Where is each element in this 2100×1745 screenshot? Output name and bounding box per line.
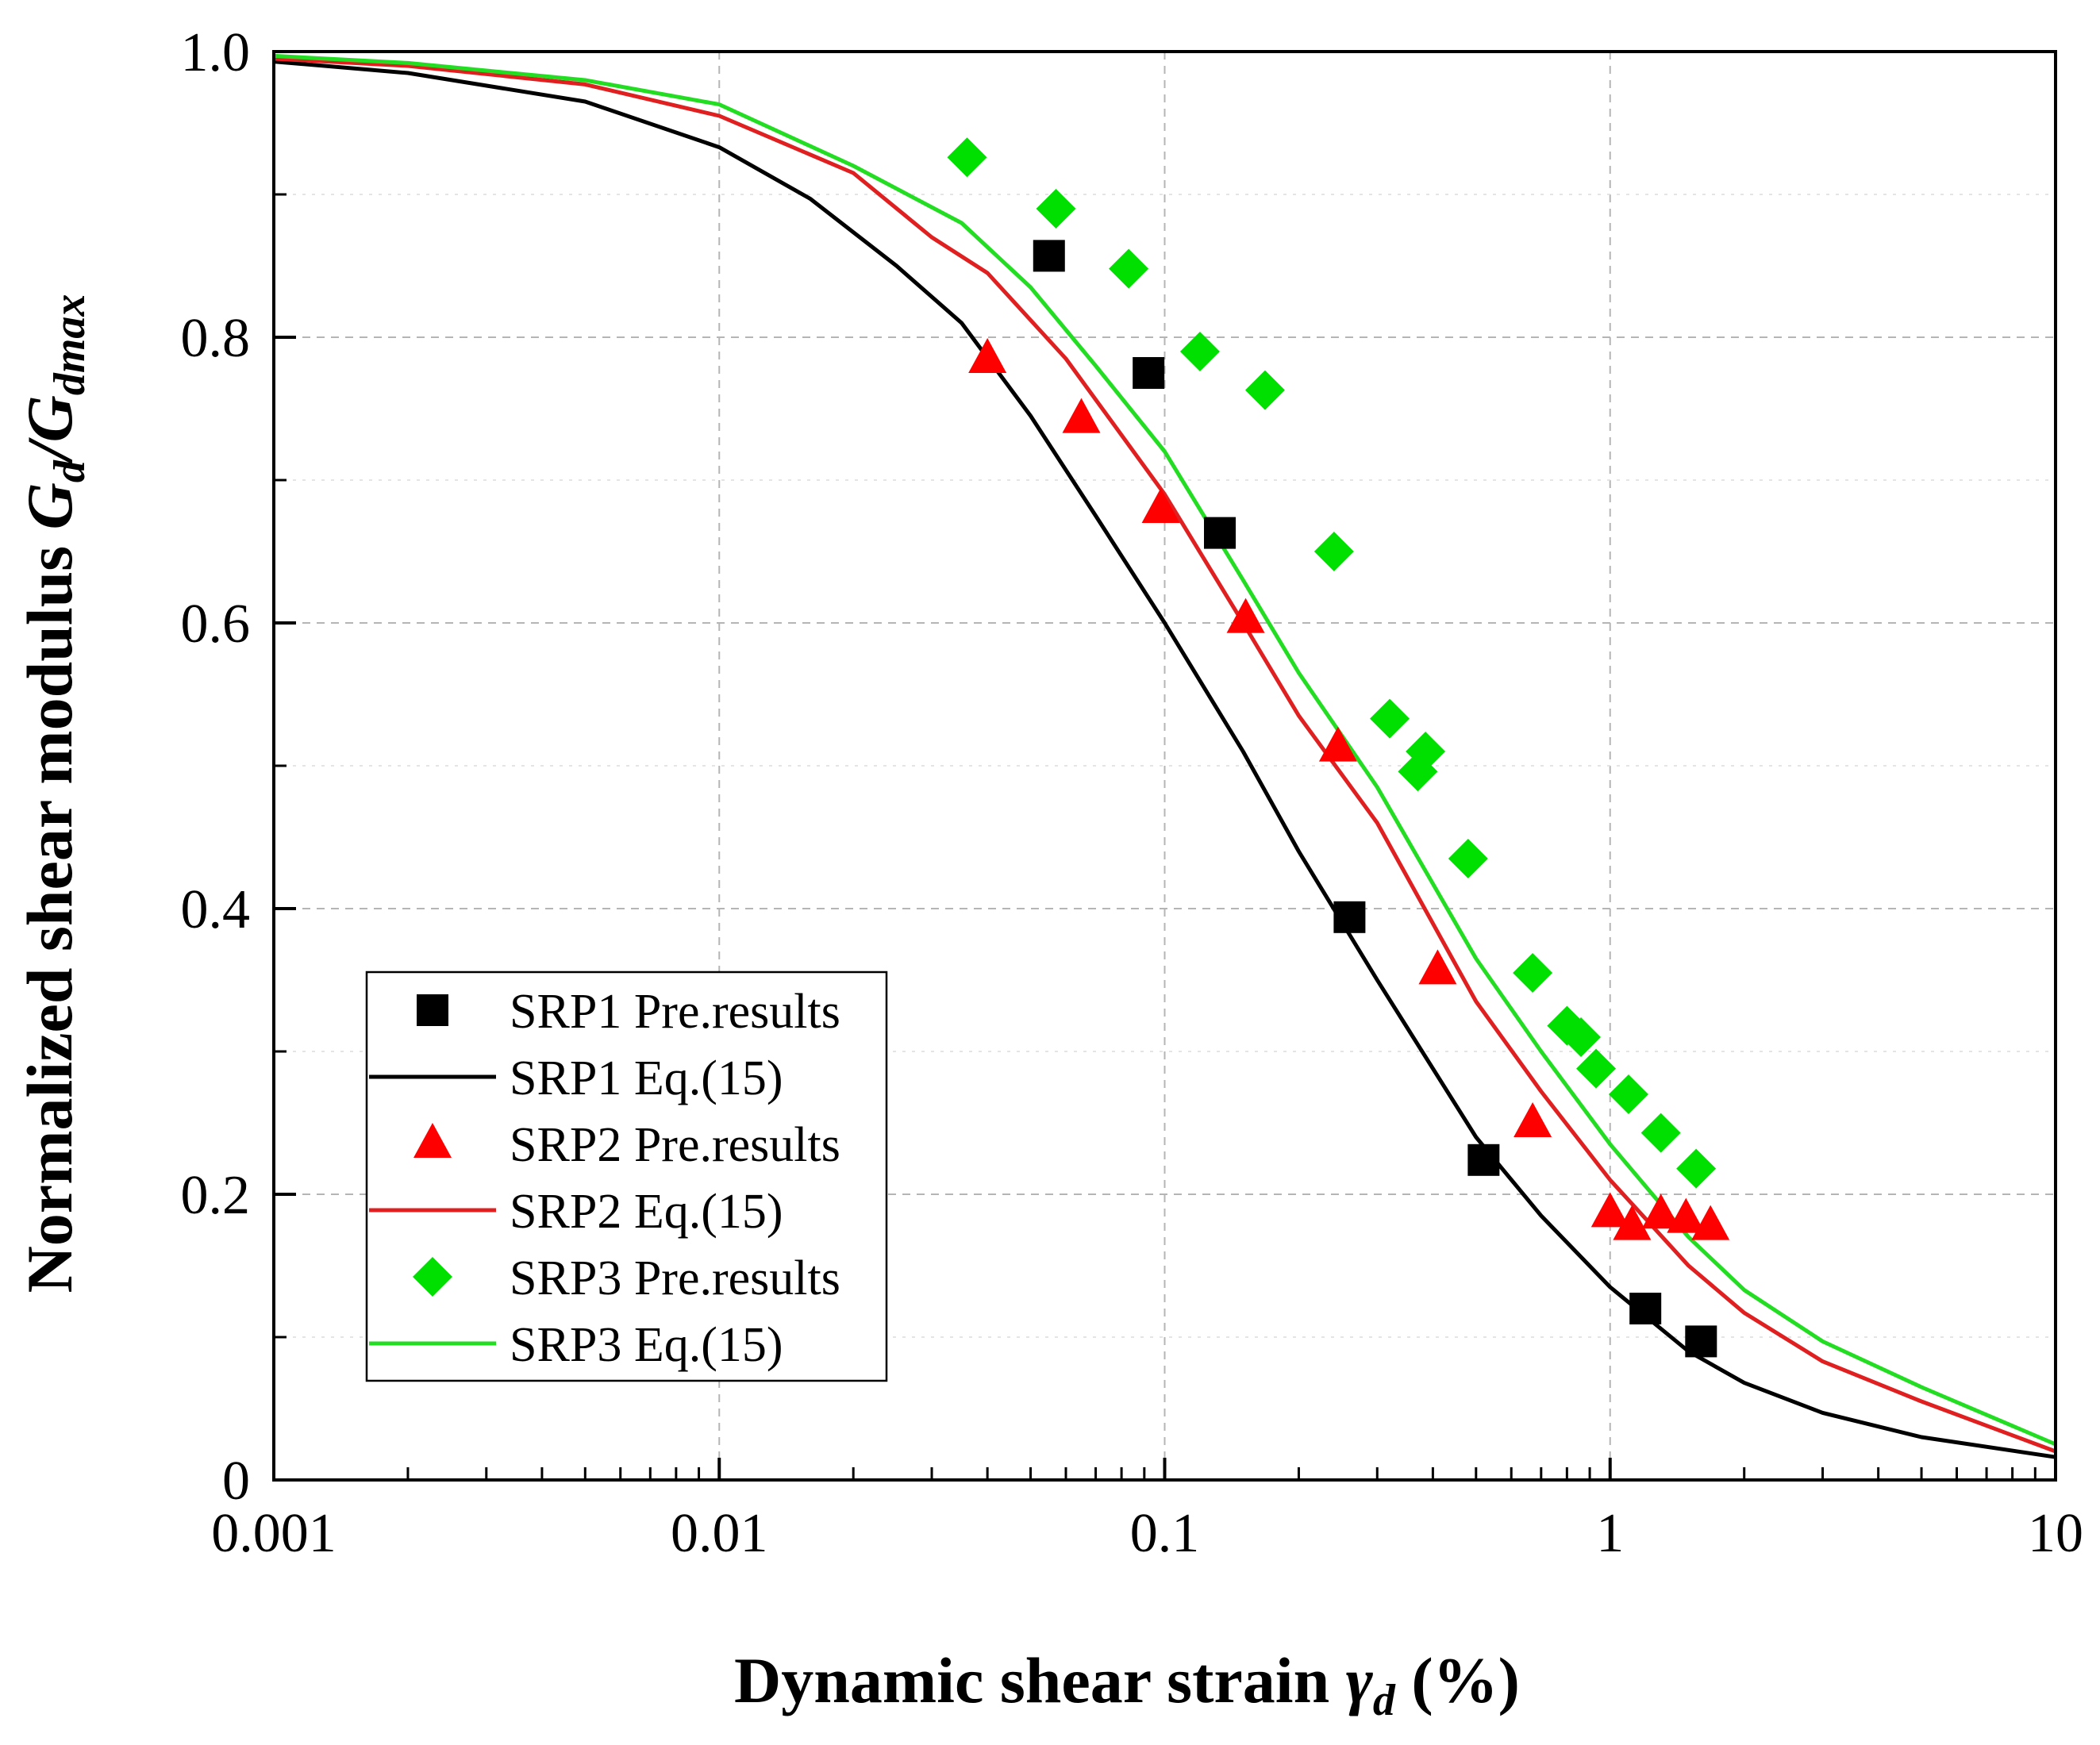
- point-srp3-pre-results: [1398, 751, 1438, 792]
- x-tick-label: 10: [2028, 1503, 2083, 1564]
- point-srp2-pre-results: [1590, 1192, 1629, 1228]
- series-lines: [273, 53, 2056, 1459]
- point-srp3-pre-results: [1448, 839, 1488, 878]
- legend-label: SRP3 Pre.results: [510, 1251, 840, 1305]
- point-srp3-pre-results: [1513, 953, 1553, 993]
- point-srp2-pre-results: [1667, 1197, 1706, 1233]
- tick-labels: 0.001 0.01 0.1 1 10 0 0.2 0.4 0.6 0.8 1.0: [181, 22, 2084, 1564]
- point-srp3-pre-results: [1109, 248, 1149, 289]
- point-srp3-pre-results: [1244, 370, 1285, 410]
- legend-label: SRP2 Pre.results: [510, 1118, 840, 1172]
- point-srp1-pre-results: [1685, 1325, 1717, 1358]
- point-srp2-pre-results: [1418, 949, 1457, 985]
- legend-label: SRP1 Pre.results: [510, 985, 840, 1039]
- point-srp3-pre-results: [1036, 189, 1076, 229]
- point-srp2-pre-results: [1226, 598, 1265, 633]
- x-axis-title: Dynamic shear strain γd (%): [734, 1644, 1520, 1729]
- legend-label: SRP1 Eq.(15): [510, 1051, 783, 1105]
- line-srp3-eq-15: [273, 53, 2056, 1447]
- series-markers: [947, 137, 1730, 1358]
- point-srp2-pre-results: [1318, 726, 1357, 762]
- point-srp2-pre-results: [1641, 1193, 1680, 1229]
- x-tick-label: 0.1: [1130, 1503, 1200, 1564]
- legend-marker-swatch: [413, 1123, 452, 1158]
- point-srp3-pre-results: [1370, 698, 1410, 739]
- x-tick-label: 0.01: [671, 1503, 768, 1564]
- y-axis-title: Normalized shear modulus Gd/Gdmax: [13, 294, 94, 1293]
- line-srp1-eq-15: [273, 60, 2056, 1459]
- y-tick-label: 0.6: [181, 594, 251, 655]
- legend-label: SRP3 Eq.(15): [510, 1318, 783, 1372]
- legend-label: SRP2 Eq.(15): [510, 1185, 783, 1239]
- y-tick-label: 0.8: [181, 308, 251, 369]
- legend-marker-swatch: [417, 994, 448, 1026]
- legend-marker-swatch: [413, 1257, 452, 1297]
- legend-box: [365, 971, 888, 1382]
- point-srp2-pre-results: [968, 338, 1007, 373]
- point-srp1-pre-results: [1033, 240, 1065, 272]
- point-srp3-pre-results: [1640, 1113, 1681, 1153]
- point-srp2-pre-results: [1062, 398, 1101, 433]
- x-tick-label: 1: [1596, 1503, 1624, 1564]
- point-srp1-pre-results: [1629, 1293, 1662, 1324]
- point-srp1-pre-results: [1204, 517, 1237, 549]
- line-srp2-eq-15: [273, 56, 2056, 1454]
- point-srp3-pre-results: [947, 137, 987, 178]
- y-tick-label: 1.0: [181, 22, 251, 83]
- y-tick-label: 0.4: [181, 879, 251, 940]
- point-srp1-pre-results: [1133, 357, 1165, 389]
- point-srp1-pre-results: [1467, 1143, 1500, 1176]
- point-srp3-pre-results: [1608, 1074, 1648, 1114]
- axis-ticks: [272, 50, 2057, 1482]
- point-srp2-pre-results: [1141, 488, 1180, 523]
- point-srp2-pre-results: [1691, 1205, 1730, 1240]
- legend: SRP1 Pre.results SRP1 Eq.(15) SRP2 Pre.res…: [365, 971, 888, 1382]
- point-srp3-pre-results: [1179, 332, 1220, 371]
- point-srp2-pre-results: [1613, 1205, 1652, 1240]
- point-srp3-pre-results: [1560, 1017, 1601, 1057]
- x-tick-label: 0.001: [211, 1503, 337, 1564]
- point-srp3-pre-results: [1313, 532, 1354, 571]
- point-srp2-pre-results: [1513, 1102, 1552, 1137]
- point-srp3-pre-results: [1676, 1148, 1717, 1189]
- point-srp3-pre-results: [1576, 1048, 1617, 1089]
- point-srp1-pre-results: [1333, 901, 1366, 933]
- y-tick-label: 0: [222, 1451, 250, 1512]
- y-tick-label: 0.2: [181, 1165, 251, 1226]
